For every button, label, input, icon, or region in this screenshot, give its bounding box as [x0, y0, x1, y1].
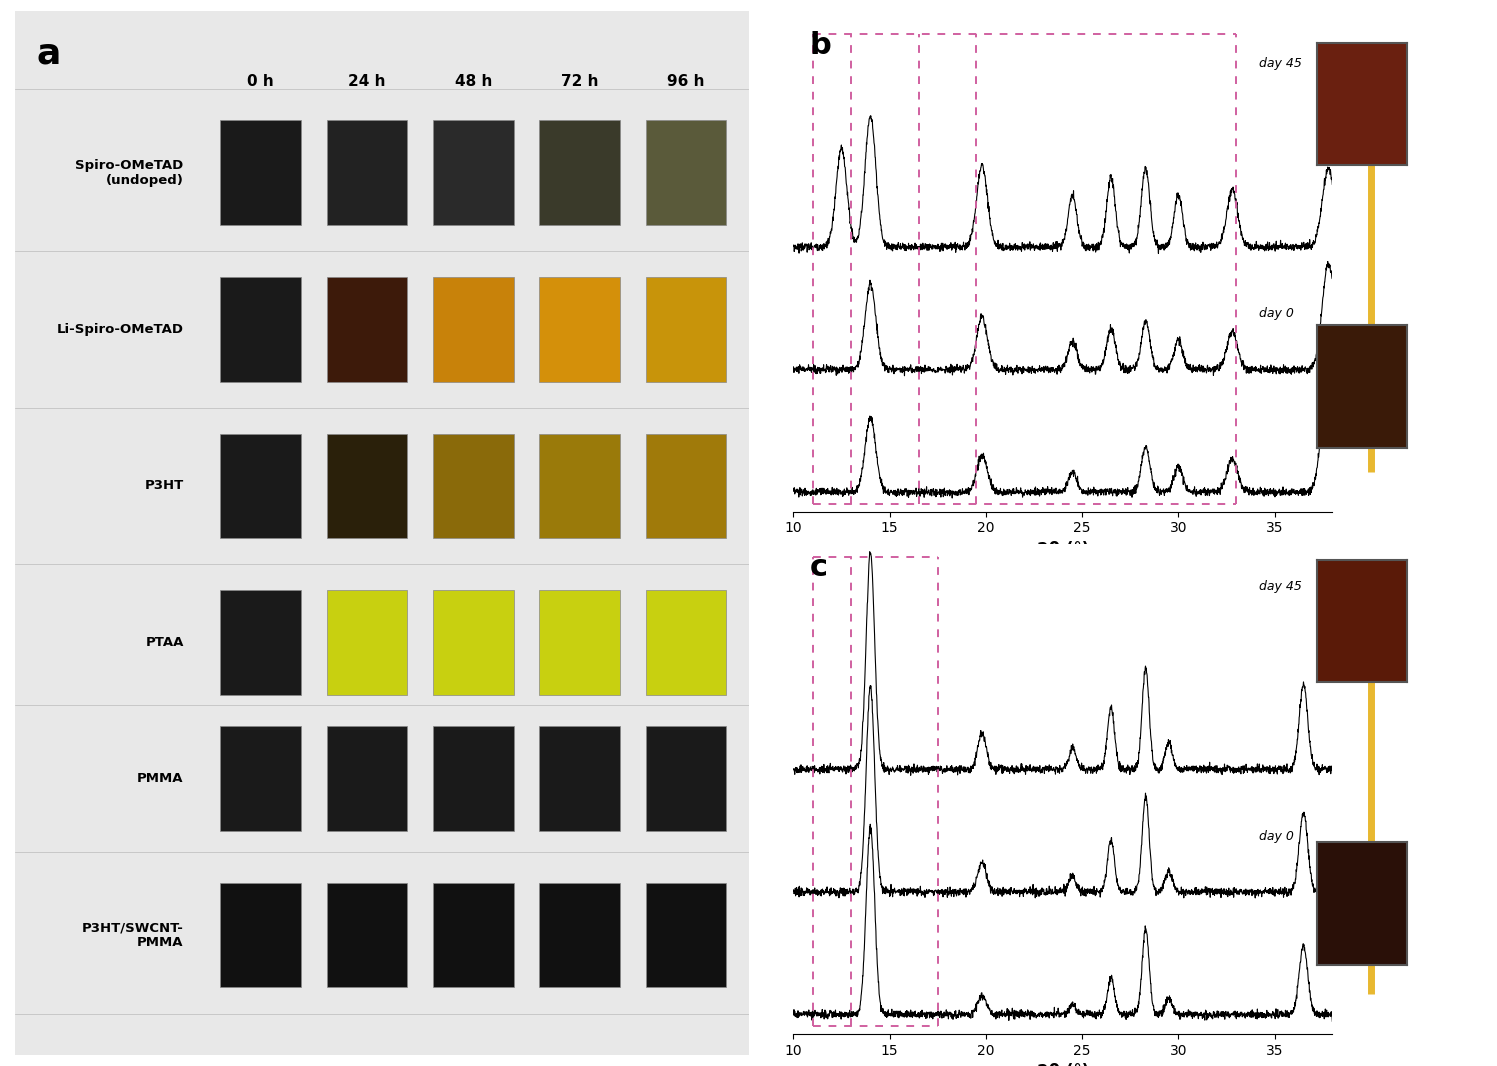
Bar	[433, 277, 513, 382]
Text: 48 h: 48 h	[455, 74, 493, 90]
Bar	[433, 120, 513, 225]
Bar	[433, 434, 513, 538]
Text: day 0: day 0	[1259, 829, 1293, 843]
Bar	[645, 883, 726, 987]
Text: 24 h: 24 h	[349, 74, 386, 90]
Bar	[539, 883, 620, 987]
Bar	[645, 120, 726, 225]
Text: b: b	[810, 31, 831, 60]
Text: 72 h: 72 h	[561, 74, 599, 90]
Bar	[539, 120, 620, 225]
Bar	[326, 277, 407, 382]
X-axis label: 2θ (°): 2θ (°)	[1037, 540, 1088, 559]
Text: 96 h: 96 h	[668, 74, 705, 90]
Bar	[326, 726, 407, 830]
Text: day 45: day 45	[1259, 58, 1302, 70]
Text: day 0: day 0	[1259, 307, 1293, 321]
Text: P3HT/SWCNT-
PMMA: P3HT/SWCNT- PMMA	[82, 921, 184, 949]
Bar	[220, 726, 301, 830]
Bar	[220, 277, 301, 382]
Text: 0 h: 0 h	[247, 74, 274, 90]
Bar	[433, 883, 513, 987]
Bar	[539, 277, 620, 382]
Bar	[326, 591, 407, 695]
Bar	[645, 277, 726, 382]
Text: a: a	[37, 37, 61, 70]
Bar	[433, 591, 513, 695]
Bar	[326, 120, 407, 225]
Text: Li-Spiro-OMeTAD: Li-Spiro-OMeTAD	[57, 323, 184, 336]
Text: PMMA: PMMA	[138, 772, 184, 785]
Text: Spiro-OMeTAD
(undoped): Spiro-OMeTAD (undoped)	[75, 159, 184, 187]
X-axis label: 2θ (°): 2θ (°)	[1037, 1063, 1088, 1066]
Bar	[220, 120, 301, 225]
Bar	[645, 434, 726, 538]
Bar	[220, 883, 301, 987]
Text: PTAA: PTAA	[145, 636, 184, 649]
Bar	[539, 434, 620, 538]
Bar	[326, 434, 407, 538]
Bar	[326, 883, 407, 987]
Text: P3HT: P3HT	[144, 480, 184, 492]
Bar	[539, 591, 620, 695]
Bar	[220, 591, 301, 695]
Bar	[645, 591, 726, 695]
Text: c: c	[810, 553, 828, 582]
Text: day 45: day 45	[1259, 580, 1302, 593]
Bar	[220, 434, 301, 538]
Bar	[433, 726, 513, 830]
Bar	[645, 726, 726, 830]
Bar	[539, 726, 620, 830]
